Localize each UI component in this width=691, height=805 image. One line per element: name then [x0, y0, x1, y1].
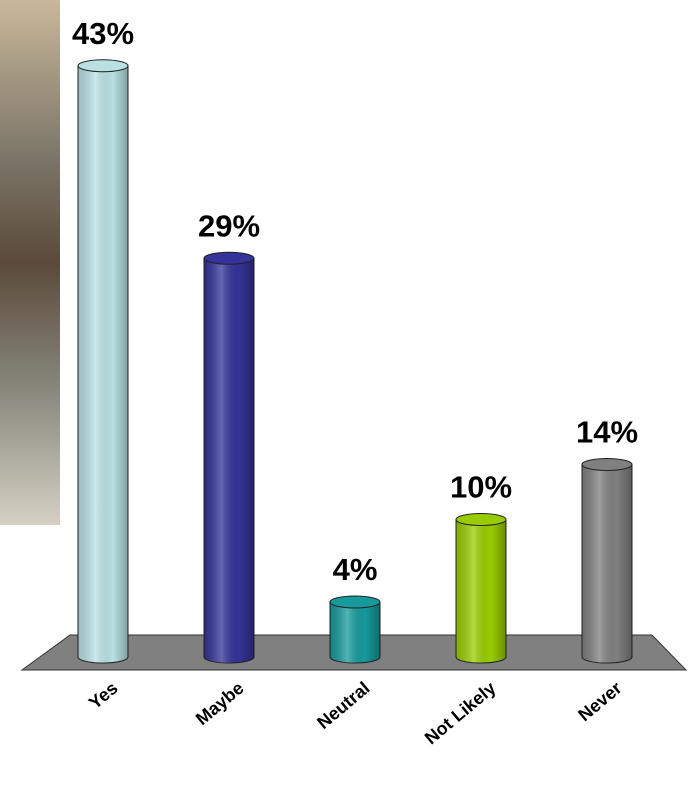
bar [77, 59, 129, 664]
bar [455, 513, 507, 664]
category-label: Never [574, 678, 625, 725]
bar-shade [330, 602, 380, 663]
category-label: Maybe [192, 678, 248, 729]
bar-top [77, 59, 129, 73]
value-label: 29% [198, 208, 260, 243]
category-label: Neutral [313, 678, 373, 733]
value-label: 10% [450, 470, 512, 505]
value-label: 14% [576, 415, 638, 450]
bar-shade [204, 258, 254, 663]
bar-shade [456, 519, 506, 663]
bar-top [329, 595, 381, 609]
value-label: 43% [72, 16, 134, 51]
bar-shade [582, 464, 632, 663]
bar-shade [78, 65, 128, 663]
bar-top [455, 513, 507, 526]
category-label: Yes [85, 678, 122, 713]
bar-top [581, 458, 633, 471]
bar [581, 458, 633, 664]
category-label: Not Likely [421, 678, 500, 749]
bar [329, 595, 381, 664]
background-photo [0, 0, 60, 525]
bar-top [203, 251, 255, 265]
bar [203, 251, 255, 664]
value-label: 4% [333, 552, 378, 587]
